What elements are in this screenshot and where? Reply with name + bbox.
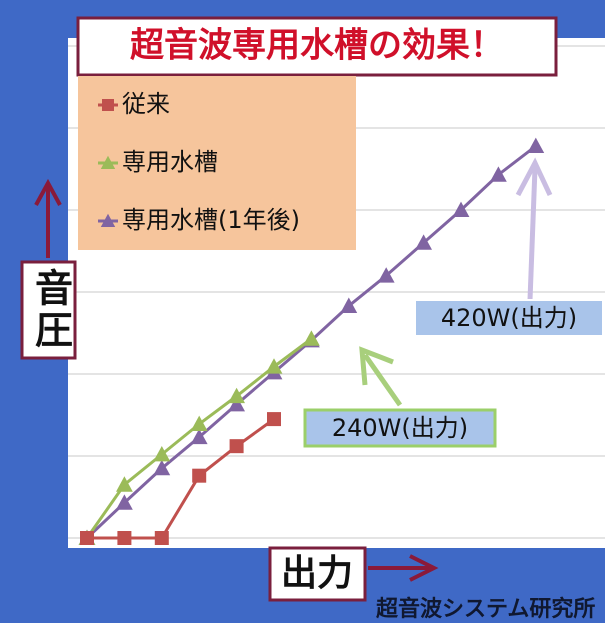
series — [78, 137, 545, 545]
marker — [154, 531, 169, 545]
marker — [377, 267, 395, 283]
legend-box — [78, 76, 356, 250]
title-box — [76, 16, 558, 77]
x-axis-label: 出力 — [281, 553, 353, 594]
marker — [190, 415, 208, 432]
annotation-box — [303, 408, 497, 448]
marker — [116, 476, 133, 492]
marker — [265, 358, 283, 374]
annotation-arrow — [362, 353, 403, 407]
x-arrow-head — [409, 554, 439, 582]
annotation-arrow-head — [515, 157, 553, 197]
marker — [190, 428, 208, 445]
marker — [415, 234, 432, 250]
annotation-arrow — [527, 167, 538, 301]
marker — [490, 166, 507, 182]
marker — [229, 439, 244, 454]
annotation-box — [414, 299, 604, 337]
legend-entry: 従来 — [98, 90, 170, 118]
legend-label: 専用水槽 — [122, 148, 218, 176]
legend-label: 従来 — [122, 90, 170, 118]
annotation-arrow-head — [359, 346, 394, 386]
chart-title: 超音波専用水槽の効果！ — [130, 26, 504, 66]
annotation: 240W(出力) — [332, 414, 468, 442]
legend-label: 専用水槽(1年後) — [122, 206, 300, 234]
marker — [340, 297, 358, 313]
marker — [228, 395, 245, 412]
legend-entry: 専用水槽 — [98, 148, 218, 176]
x-label-box — [268, 546, 367, 602]
marker — [228, 387, 245, 404]
marker — [192, 468, 207, 483]
marker — [452, 201, 470, 217]
marker — [303, 330, 320, 346]
y-axis-label: 音圧 — [29, 268, 73, 352]
line-series — [80, 412, 281, 545]
y-arrow-head — [34, 178, 62, 206]
legend-marker — [100, 213, 116, 227]
marker — [527, 137, 545, 154]
y-axis-label: 音圧 — [29, 268, 73, 352]
y-label-box — [20, 260, 77, 360]
marker — [153, 459, 171, 476]
marker — [267, 412, 281, 427]
legend-entry: 専用水槽(1年後) — [98, 206, 300, 234]
marker — [153, 445, 171, 462]
marker — [117, 531, 132, 545]
footer: 超音波システム研究所 — [376, 596, 595, 622]
marker — [116, 494, 133, 510]
legend-marker — [100, 155, 116, 169]
legend-marker — [102, 99, 114, 111]
marker — [80, 531, 94, 545]
annotation: 420W(出力) — [441, 304, 577, 332]
